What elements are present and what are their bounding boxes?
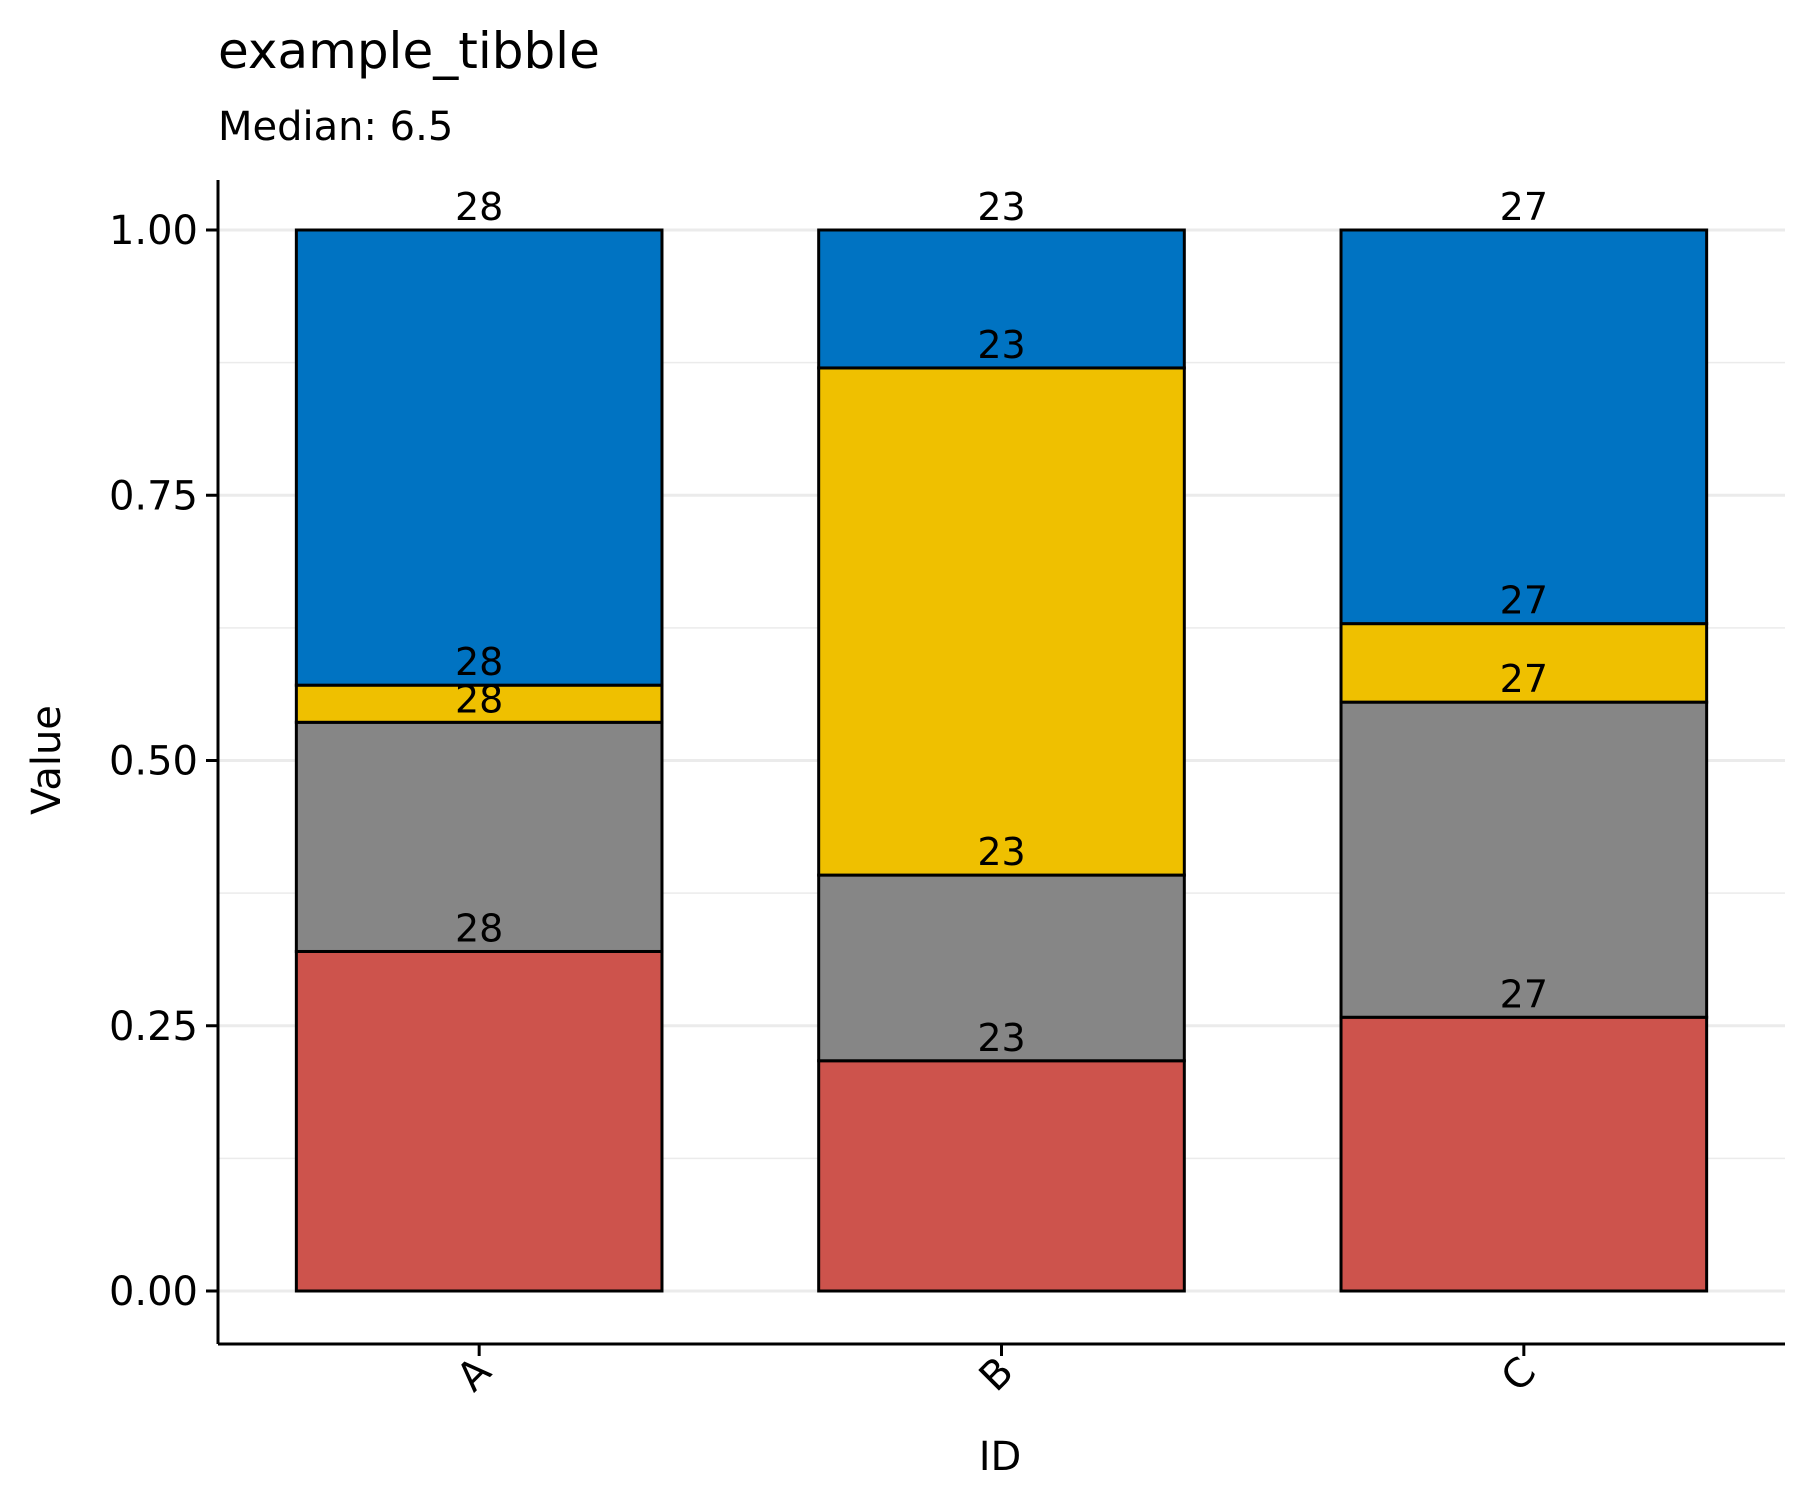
data-label-B-2: 23 bbox=[977, 830, 1025, 874]
data-label-B-4: 23 bbox=[977, 185, 1025, 229]
y-tick-label: 1.00 bbox=[109, 208, 198, 254]
x-axis-title: ID bbox=[979, 1434, 1022, 1480]
bar-segment-C-2 bbox=[1339, 700, 1709, 1019]
bar-segment-A-4 bbox=[294, 228, 664, 687]
x-tick-label-B: B bbox=[971, 1349, 1023, 1401]
data-label-C-1: 27 bbox=[1500, 972, 1548, 1016]
bar-segment-A-1 bbox=[294, 949, 664, 1293]
bar-segment-B-3 bbox=[817, 366, 1186, 877]
bars bbox=[294, 228, 1709, 1293]
data-label-A-4: 28 bbox=[455, 185, 503, 229]
y-tick-label: 0.25 bbox=[109, 1004, 198, 1050]
bar-segment-B-4 bbox=[817, 228, 1186, 370]
bar-segment-B-1 bbox=[817, 1059, 1186, 1293]
data-label-C-2: 27 bbox=[1500, 657, 1548, 701]
bar-segment-B-2 bbox=[817, 873, 1186, 1063]
bar-segment-C-1 bbox=[1339, 1015, 1709, 1293]
chart-subtitle: Median: 6.5 bbox=[218, 104, 453, 150]
data-label-C-4: 27 bbox=[1500, 185, 1548, 229]
data-label-C-3: 27 bbox=[1500, 579, 1548, 623]
data-label-A-3: 28 bbox=[455, 640, 503, 684]
data-label-A-1: 28 bbox=[455, 906, 503, 950]
data-label-B-3: 23 bbox=[977, 323, 1025, 367]
y-tick-label: 0.00 bbox=[109, 1269, 198, 1315]
y-tick-label: 0.50 bbox=[109, 739, 198, 785]
bar-segment-A-2 bbox=[294, 720, 664, 953]
x-tick-label-A: A bbox=[448, 1348, 500, 1400]
x-tick-label-C: C bbox=[1493, 1349, 1545, 1401]
chart-title: example_tibble bbox=[218, 22, 600, 80]
y-tick-label: 0.75 bbox=[109, 473, 198, 519]
y-axis-title: Value bbox=[24, 705, 70, 815]
bar-segment-A-3 bbox=[294, 683, 664, 724]
bar-segment-C-4 bbox=[1339, 228, 1709, 626]
data-label-B-1: 23 bbox=[977, 1016, 1025, 1060]
data-label-A-2: 28 bbox=[455, 677, 503, 721]
